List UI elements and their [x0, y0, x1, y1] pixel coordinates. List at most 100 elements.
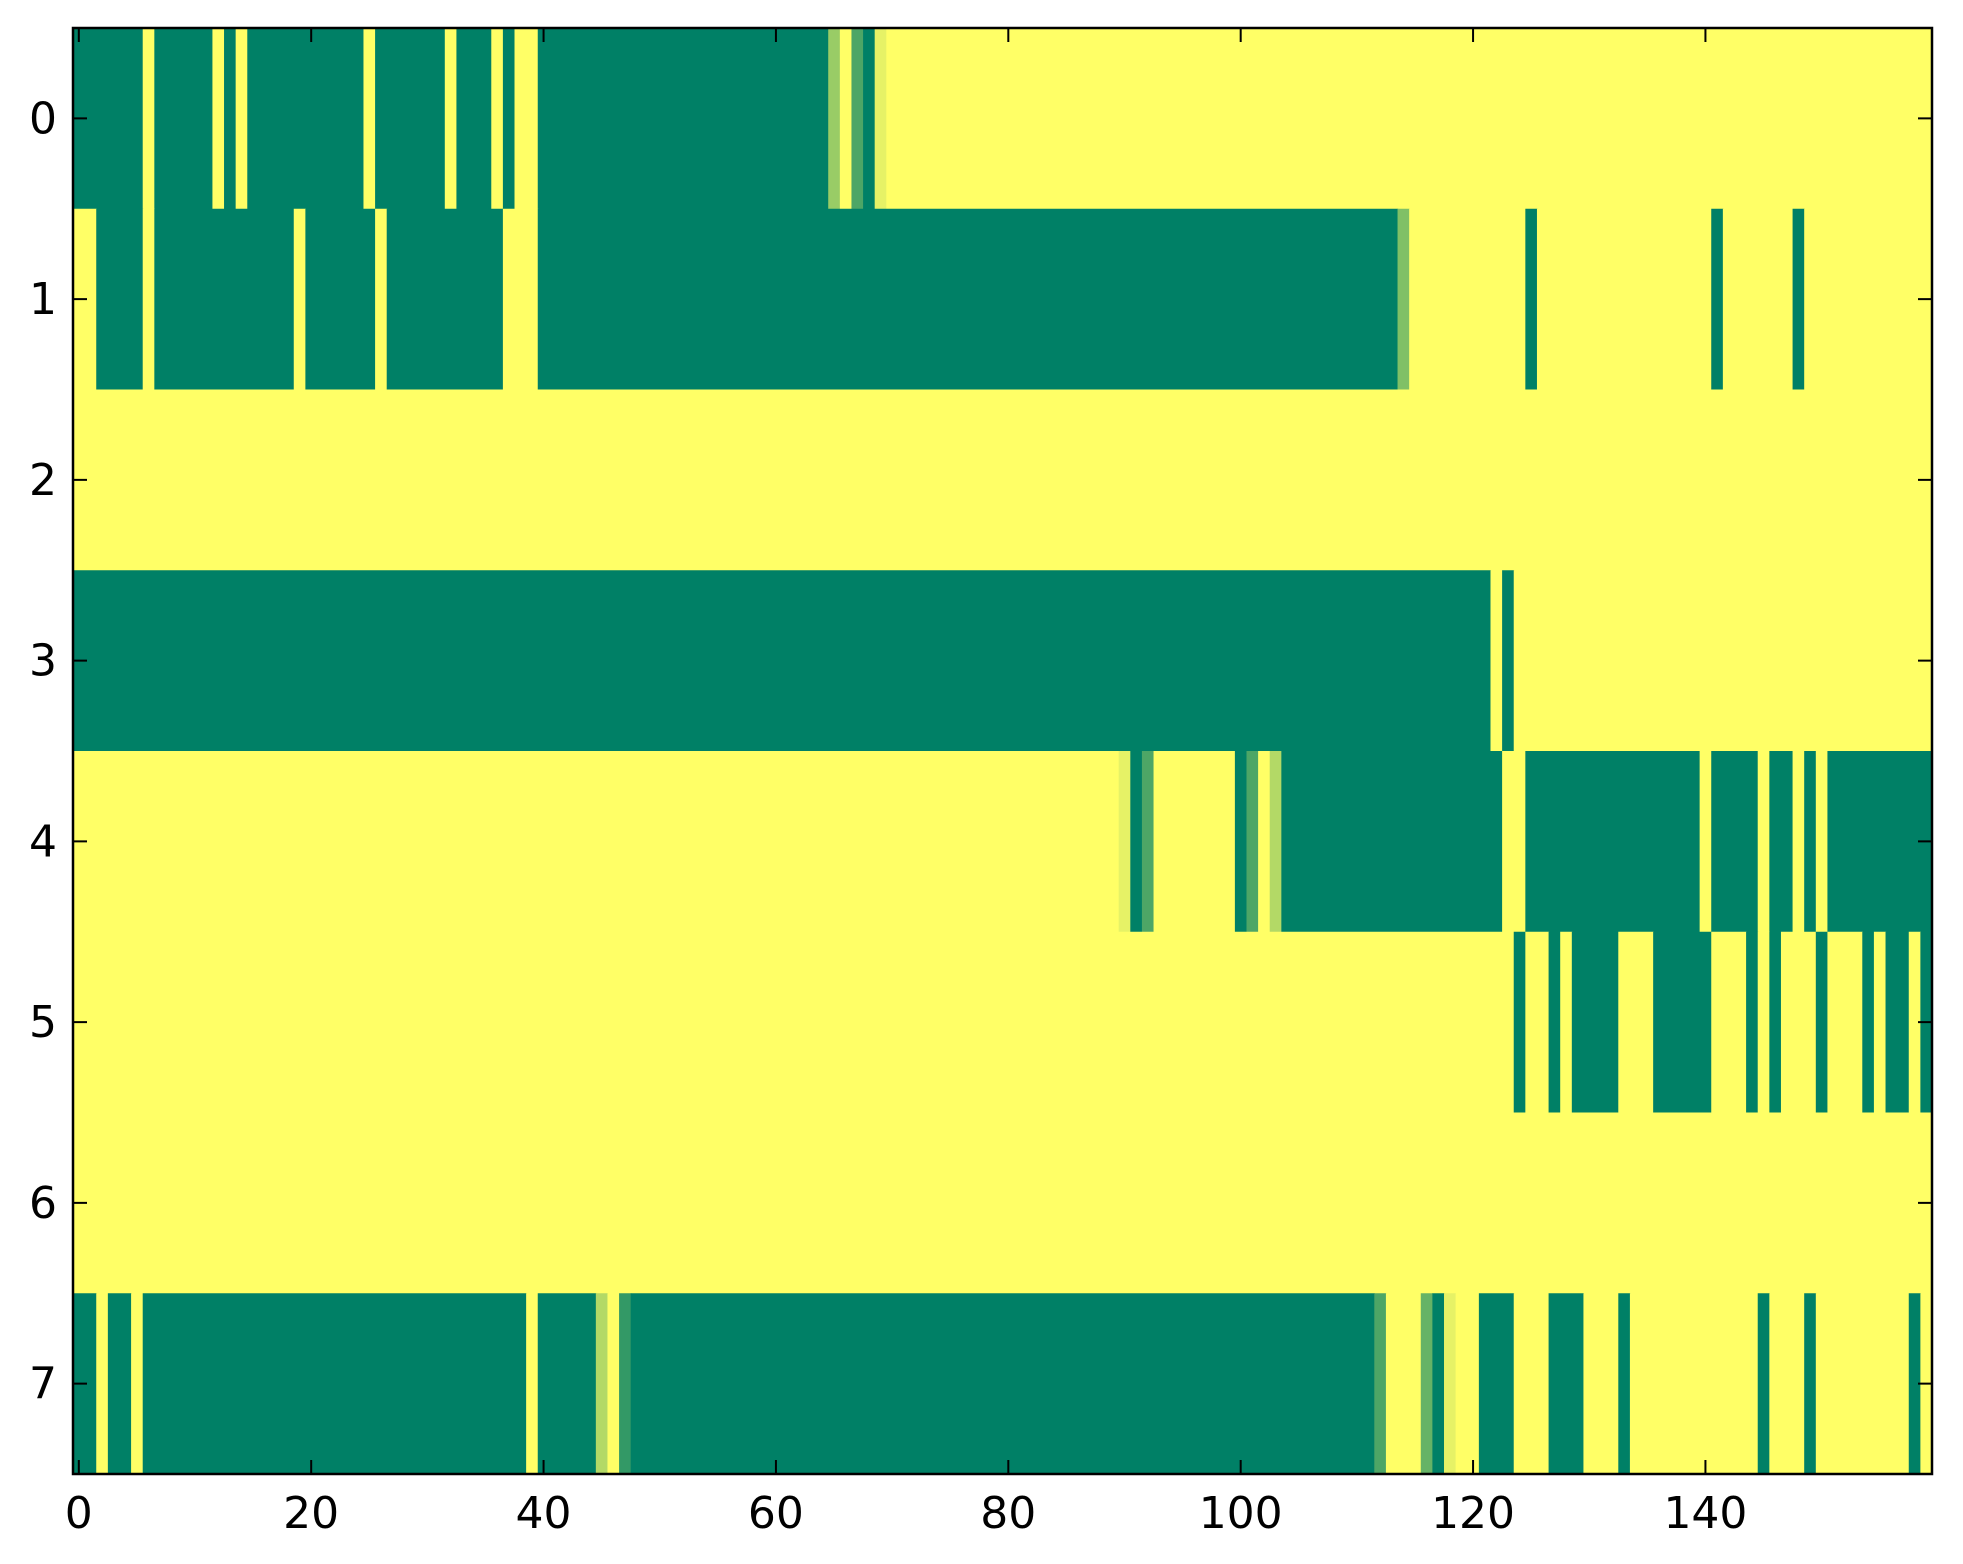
- y-tick-labels: 0 1 2 3 4 5 6 7: [29, 93, 57, 1409]
- heatmap-cell-row-7-run-11: [1374, 1293, 1387, 1475]
- heatmap-cell-row-0-run-11: [491, 28, 504, 210]
- heatmap-cell-row-7-run-7: [595, 1293, 609, 1475]
- heatmap-cell-row-0-run-2: [154, 28, 214, 210]
- heatmap-cell-row-7-run-3: [131, 1293, 144, 1475]
- heatmap-cell-row-7-run-12: [1385, 1293, 1422, 1475]
- heatmap-cell-row-7-run-16: [1455, 1293, 1480, 1475]
- heatmap-cell-row-1-run-13: [1536, 208, 1712, 391]
- heatmap-cell-row-5-run-3: [1548, 931, 1561, 1114]
- y-tick-label-6: 6: [29, 1178, 57, 1229]
- heatmap-cell-row-7-run-14: [1432, 1293, 1445, 1475]
- heatmap-cell-row-5-run-0: [73, 931, 1515, 1114]
- heatmap-cell-row-4-run-10: [1502, 751, 1526, 933]
- heatmap-cell-row-1-run-12: [1525, 208, 1538, 391]
- heatmap-cell-row-0-run-18: [863, 28, 876, 210]
- heatmap-cell-row-0-run-4: [224, 28, 237, 210]
- heatmap-cell-row-7-run-10: [630, 1293, 1375, 1475]
- y-tick-label-5: 5: [29, 997, 57, 1048]
- heatmap-cell-row-4-run-15: [1769, 751, 1794, 933]
- heatmap-cell-row-0-run-1: [142, 28, 155, 210]
- heatmap-cell-row-7-run-1: [96, 1293, 109, 1475]
- heatmap-cell-row-1-run-5: [305, 208, 376, 391]
- heatmap-cell-row-7-run-27: [1908, 1293, 1921, 1475]
- x-tick-label-40: 40: [516, 1488, 572, 1539]
- heatmap-cell-row-7-run-8: [607, 1293, 620, 1475]
- heatmap-cell-row-1-run-8: [502, 208, 539, 391]
- heatmap-cell-row-4-run-13: [1711, 751, 1759, 933]
- heatmap-cell-row-5-run-15: [1862, 931, 1875, 1114]
- x-tick-label-140: 140: [1663, 1488, 1747, 1539]
- heatmap-cell-row-4-run-12: [1699, 751, 1712, 933]
- heatmap-cell-row-1-run-6: [375, 208, 388, 391]
- heatmap-cell-row-5-run-18: [1908, 931, 1921, 1114]
- heatmap-cell-row-7-run-5: [526, 1293, 539, 1475]
- heatmap-cell-row-3-run-2: [1502, 570, 1515, 752]
- heatmap-cell-row-5-run-17: [1885, 931, 1910, 1114]
- heatmap-cell-row-7-run-15: [1444, 1293, 1457, 1475]
- heatmap-cell-row-4-run-3: [1141, 751, 1155, 933]
- heatmap-cell-row-0-run-5: [235, 28, 248, 210]
- heatmap-cell-row-4-run-17: [1804, 751, 1817, 933]
- heatmap-cell-row-7-run-9: [619, 1293, 632, 1475]
- heatmap-cell-row-4-run-4: [1153, 751, 1236, 933]
- heatmap-cell-row-7-run-6: [537, 1293, 597, 1475]
- heatmap-cell-row-7-run-2: [107, 1293, 132, 1475]
- heatmap-cell-row-5-run-5: [1571, 931, 1619, 1114]
- heatmap-cell-row-5-run-13: [1815, 931, 1829, 1114]
- heatmap-cell-row-4-run-5: [1234, 751, 1248, 933]
- heatmap-cell-row-5-run-11: [1769, 931, 1782, 1114]
- heatmap-cell-row-5-run-12: [1780, 931, 1817, 1114]
- heatmap-cell-row-1-run-1: [96, 208, 144, 391]
- y-tick-label-0: 0: [29, 93, 57, 144]
- heatmap-cell-row-5-run-9: [1746, 931, 1759, 1114]
- heatmap-cell-row-0-run-12: [502, 28, 516, 210]
- heatmap-cell-row-4-run-19: [1827, 751, 1933, 933]
- heatmap-cell-row-4-run-6: [1246, 751, 1259, 933]
- heatmap-cell-row-5-run-1: [1513, 931, 1526, 1114]
- heatmap-cell-row-5-run-8: [1711, 931, 1747, 1114]
- heatmap-cell-row-1-run-15: [1722, 208, 1794, 391]
- x-tick-label-80: 80: [980, 1488, 1036, 1539]
- heatmap-cell-row-1-run-14: [1711, 208, 1724, 391]
- heatmap-cell-row-5-run-10: [1757, 931, 1770, 1114]
- heatmap-cell-row-3-run-1: [1490, 570, 1503, 752]
- heatmap-cell-row-4-run-14: [1757, 751, 1770, 933]
- heatmap-cell-row-7-run-20: [1583, 1293, 1619, 1475]
- y-tick-label-7: 7: [29, 1359, 57, 1410]
- heatmap-cell-row-7-run-19: [1548, 1293, 1585, 1475]
- heatmap-cell-row-7-run-4: [142, 1293, 527, 1475]
- heatmap-cell-row-1-run-16: [1792, 208, 1805, 391]
- heatmap-cell-row-7-run-26: [1815, 1293, 1910, 1475]
- heatmap-cell-row-4-run-1: [1118, 751, 1131, 933]
- heatmap-cell-row-6-run-0: [73, 1112, 1933, 1294]
- axis-ticks: [73, 28, 1932, 1474]
- heatmap-cell-row-1-run-4: [293, 208, 306, 391]
- x-tick-labels: 0 20 40 60 80 100 120 140: [65, 1488, 1748, 1539]
- heatmap-cell-row-7-run-21: [1618, 1293, 1631, 1475]
- y-tick-label-2: 2: [29, 455, 57, 506]
- heatmap-cell-row-4-run-0: [73, 751, 1120, 933]
- heatmap-cell-row-0-run-16: [839, 28, 853, 210]
- heatmap-cell-row-3-run-3: [1513, 570, 1933, 752]
- heatmap-cell-row-7-run-24: [1769, 1293, 1805, 1475]
- heatmap-cells: [73, 28, 1933, 1475]
- heatmap-cell-row-7-run-25: [1804, 1293, 1817, 1475]
- heatmap-cell-row-7-run-23: [1757, 1293, 1770, 1475]
- heatmap-cell-row-4-run-7: [1258, 751, 1271, 933]
- x-tick-label-120: 120: [1431, 1488, 1515, 1539]
- heatmap-cell-row-2-run-0: [73, 389, 1933, 571]
- heatmap-cell-row-7-run-17: [1478, 1293, 1515, 1475]
- heatmap-cell-row-4-run-11: [1525, 751, 1701, 933]
- heatmap-cell-row-4-run-18: [1815, 751, 1829, 933]
- heatmap-cell-row-0-run-13: [514, 28, 539, 210]
- heatmap-cell-row-1-run-10: [1397, 208, 1410, 391]
- heatmap-cell-row-1-run-7: [386, 208, 504, 391]
- heatmap-cell-row-0-run-3: [212, 28, 225, 210]
- x-tick-label-60: 60: [748, 1488, 804, 1539]
- heatmap-cell-row-7-run-22: [1629, 1293, 1759, 1475]
- heatmap-cell-row-0-run-6: [247, 28, 365, 210]
- y-tick-label-1: 1: [29, 274, 57, 325]
- heatmap-cell-row-1-run-11: [1409, 208, 1526, 391]
- x-tick-label-20: 20: [283, 1488, 339, 1539]
